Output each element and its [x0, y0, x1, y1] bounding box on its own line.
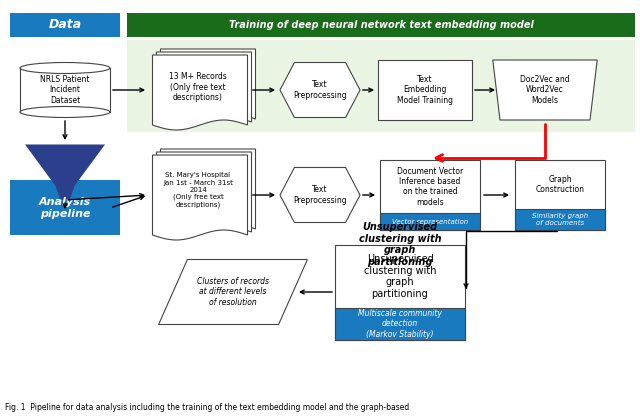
Text: Training of deep neural network text embedding model: Training of deep neural network text emb…	[228, 20, 533, 30]
Text: Text
Preprocessing: Text Preprocessing	[293, 185, 347, 205]
Text: Unsupervised
clustering with
graph
partitioning: Unsupervised clustering with graph parti…	[364, 254, 436, 299]
Text: 13 M+ Records
(Only free text
descriptions): 13 M+ Records (Only free text descriptio…	[169, 72, 227, 102]
Text: Unsupervised
clustering with
graph
partitioning: Unsupervised clustering with graph parti…	[358, 222, 442, 267]
Polygon shape	[161, 49, 255, 124]
Polygon shape	[159, 260, 307, 325]
Text: Analysis
pipeline: Analysis pipeline	[39, 197, 91, 219]
Polygon shape	[152, 55, 248, 130]
Text: Text
Embedding
Model Training: Text Embedding Model Training	[397, 75, 453, 105]
Text: Clusters of records
at different levels
of resolution: Clusters of records at different levels …	[197, 277, 269, 307]
Polygon shape	[280, 63, 360, 118]
Text: Multiscale community
detection
(Markov Stability): Multiscale community detection (Markov S…	[358, 309, 442, 339]
Bar	[515, 209, 605, 230]
Polygon shape	[157, 52, 252, 127]
Text: Graph
Construction: Graph Construction	[536, 175, 584, 194]
Bar	[335, 308, 465, 339]
Text: Data: Data	[49, 18, 81, 32]
Bar	[378, 60, 472, 120]
Text: Fig. 1  Pipeline for data analysis including the training of the text embedding : Fig. 1 Pipeline for data analysis includ…	[5, 404, 409, 412]
Bar	[10, 13, 120, 37]
Text: Similarity graph
of documents: Similarity graph of documents	[532, 213, 588, 226]
Bar	[380, 213, 480, 230]
Polygon shape	[25, 144, 105, 200]
Bar	[335, 244, 465, 339]
Text: Vector representation: Vector representation	[392, 218, 468, 225]
Polygon shape	[157, 152, 252, 237]
Ellipse shape	[20, 107, 110, 118]
Text: Document Vector
Inference based
on the trained
models: Document Vector Inference based on the t…	[397, 166, 463, 207]
Polygon shape	[280, 168, 360, 223]
Bar	[20, 68, 110, 112]
Bar	[10, 180, 120, 235]
Bar	[380, 160, 480, 230]
Bar	[515, 160, 605, 230]
Polygon shape	[161, 149, 255, 234]
Text: St. Mary's Hospital
Jan 1st - March 31st
2014
(Only free text
descriptions): St. Mary's Hospital Jan 1st - March 31st…	[163, 173, 233, 207]
Bar	[127, 40, 635, 132]
Bar	[127, 13, 635, 37]
Polygon shape	[152, 155, 248, 240]
Text: NRLS Patient
Incident
Dataset: NRLS Patient Incident Dataset	[40, 75, 90, 105]
Text: Doc2Vec and
Word2Vec
Models: Doc2Vec and Word2Vec Models	[520, 75, 570, 105]
Text: Text
Preprocessing: Text Preprocessing	[293, 80, 347, 100]
Polygon shape	[493, 60, 597, 120]
Ellipse shape	[20, 63, 110, 74]
